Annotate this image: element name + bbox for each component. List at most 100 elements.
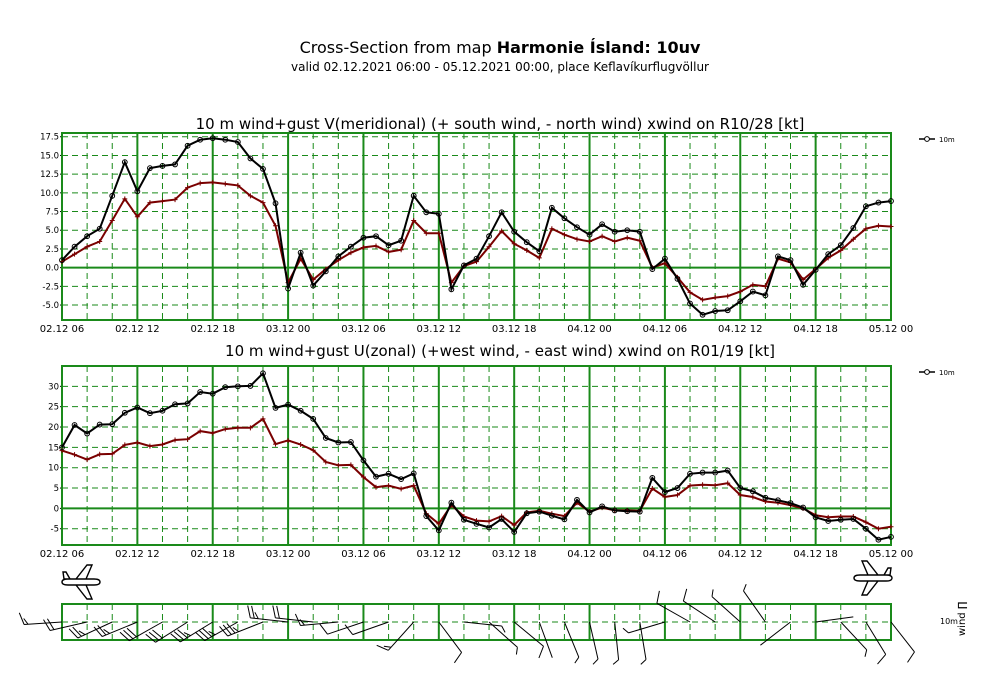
data-point-gust xyxy=(436,230,442,236)
wind-barb xyxy=(743,584,766,623)
y-tick-label: 0.0 xyxy=(45,264,59,274)
data-point-10m xyxy=(272,200,279,207)
data-point-10m xyxy=(611,507,618,514)
wind-barb xyxy=(488,621,518,655)
wind-barb xyxy=(656,590,691,623)
data-point-10m xyxy=(222,136,229,143)
data-point-10m xyxy=(737,298,744,305)
x-tick-label: 04.12 12 xyxy=(718,549,763,560)
x-tick-label: 04.12 12 xyxy=(718,324,763,335)
data-point-10m xyxy=(611,228,618,235)
data-point-gust xyxy=(398,486,404,492)
data-point-10m xyxy=(712,469,719,476)
data-point-10m xyxy=(787,257,794,264)
y-tick-label: 17.5 xyxy=(40,133,59,143)
data-point-gust xyxy=(247,193,253,199)
series-line-gust xyxy=(61,417,892,530)
data-point-10m xyxy=(875,199,882,206)
data-point-10m xyxy=(775,253,781,260)
data-point-10m xyxy=(335,439,342,446)
wind-barb xyxy=(890,621,915,663)
data-point-gust xyxy=(273,441,279,447)
data-point-gust xyxy=(260,416,266,422)
data-point-10m xyxy=(347,243,354,250)
wind-barb xyxy=(170,621,213,643)
y-tick-label: 7.5 xyxy=(45,208,59,218)
data-point-10m xyxy=(674,275,681,282)
data-point-10m xyxy=(260,166,266,172)
data-point-gust xyxy=(84,457,90,463)
data-point-10m xyxy=(586,509,593,516)
data-point-gust xyxy=(210,430,216,436)
data-point-gust xyxy=(875,223,881,229)
data-point-gust xyxy=(436,521,442,527)
wind-barb xyxy=(344,621,389,636)
data-point-10m xyxy=(410,192,417,199)
data-point-gust xyxy=(197,180,203,186)
data-point-gust xyxy=(348,250,354,256)
x-tick-label: 02.12 18 xyxy=(190,549,235,560)
data-point-10m xyxy=(837,516,844,523)
data-point-gust xyxy=(373,243,379,249)
data-point-gust xyxy=(97,451,103,457)
data-point-gust xyxy=(185,436,191,442)
wind-barb xyxy=(93,621,138,637)
legend-label: 10m xyxy=(939,369,955,377)
data-point-10m xyxy=(825,518,832,524)
airplane-icon-right xyxy=(853,560,893,596)
data-point-10m xyxy=(486,233,492,240)
data-point-gust xyxy=(373,484,379,490)
data-point-10m xyxy=(84,233,91,240)
barb-side-label: wind ∏ xyxy=(957,602,968,636)
data-point-gust xyxy=(172,197,178,203)
data-point-gust xyxy=(109,218,115,224)
plot-frame xyxy=(61,365,892,546)
data-point-gust xyxy=(549,226,555,232)
data-point-gust xyxy=(222,426,228,432)
data-point-10m xyxy=(511,529,518,535)
data-point-gust xyxy=(222,181,228,187)
data-point-10m xyxy=(435,210,442,217)
data-point-10m xyxy=(209,390,216,397)
data-point-gust xyxy=(574,236,580,242)
y-tick-label: 0 xyxy=(54,504,59,514)
barb-legend-label: 10m xyxy=(940,617,958,626)
wind-barb xyxy=(43,618,88,631)
data-point-10m xyxy=(398,476,405,482)
data-point-gust xyxy=(561,232,567,238)
data-point-10m xyxy=(234,383,241,390)
data-point-10m xyxy=(423,513,430,520)
data-point-gust xyxy=(863,519,869,525)
data-point-gust xyxy=(700,297,706,303)
chart-title: 10 m wind+gust V(meridional) (+ south wi… xyxy=(196,115,805,133)
page-title: Cross-Section from map Harmonie Ísland: … xyxy=(0,38,1000,57)
data-point-gust xyxy=(72,452,78,458)
data-point-gust xyxy=(624,235,630,241)
data-point-10m xyxy=(699,469,706,476)
series-line-gust xyxy=(61,181,892,301)
data-point-gust xyxy=(386,249,392,255)
series-line-10m xyxy=(61,371,892,541)
data-point-10m xyxy=(712,308,719,314)
data-point-gust xyxy=(750,282,756,288)
y-tick-label: 10 xyxy=(48,464,59,474)
data-point-gust xyxy=(674,492,680,498)
data-point-10m xyxy=(511,228,518,235)
data-point-gust xyxy=(524,247,530,253)
data-point-10m xyxy=(473,520,480,527)
wind-barb xyxy=(711,589,741,623)
data-point-10m xyxy=(787,500,794,506)
data-point-10m xyxy=(862,203,869,210)
data-point-10m xyxy=(71,243,78,250)
data-point-10m xyxy=(398,237,405,244)
data-point-gust xyxy=(360,474,366,480)
zonal-chart: 10 m wind+gust U(zonal) (+west wind, - e… xyxy=(40,342,955,560)
data-point-gust xyxy=(511,241,517,247)
data-point-gust xyxy=(235,182,241,188)
data-point-10m xyxy=(649,474,656,481)
data-point-gust xyxy=(122,196,128,202)
data-point-10m xyxy=(360,234,367,241)
data-point-gust xyxy=(159,442,165,448)
data-point-10m xyxy=(209,135,216,142)
